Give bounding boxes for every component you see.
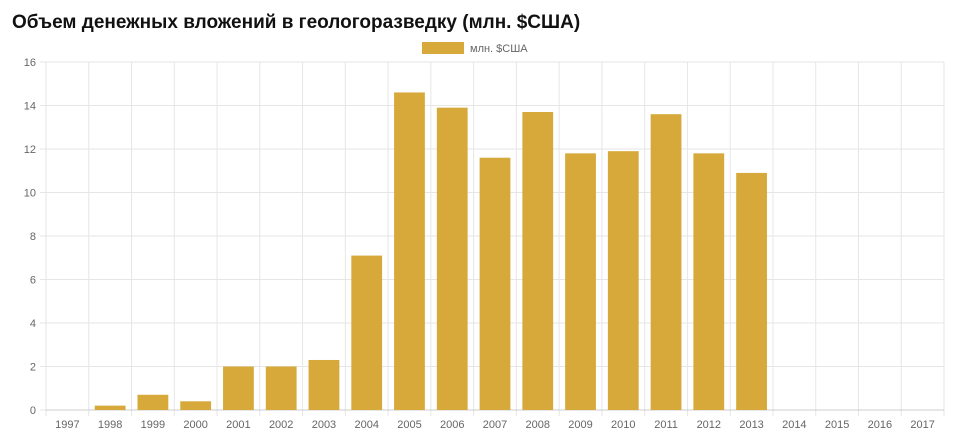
bar-2004 [351, 255, 383, 410]
x-tick-label: 2012 [697, 419, 721, 431]
bar-2005 [394, 92, 425, 410]
y-tick-label: 16 [24, 57, 36, 69]
bar-2002 [265, 366, 297, 410]
bar-1998 [94, 405, 126, 410]
legend-label: млн. $США [470, 43, 528, 55]
bar-2010 [607, 151, 639, 411]
x-tick-label: 1997 [55, 419, 79, 431]
bar-2007 [479, 157, 511, 410]
x-tick-label: 2013 [739, 419, 763, 431]
x-tick-label: 2004 [354, 419, 378, 431]
x-tick-label: 2008 [526, 419, 550, 431]
x-tick-label: 2015 [825, 419, 849, 431]
y-tick-label: 8 [30, 231, 36, 243]
y-axis: 0 2 4 6 8 10 12 14 16 [24, 57, 36, 417]
x-tick-label: 1998 [98, 419, 122, 431]
bar-2013 [736, 172, 767, 410]
y-tick-label: 12 [24, 144, 36, 156]
bar-2008 [522, 112, 554, 411]
bar-2000 [180, 401, 212, 410]
x-tick-label: 2010 [611, 419, 635, 431]
x-tick-label: 2006 [440, 419, 464, 431]
x-tick-label: 2007 [483, 419, 507, 431]
x-axis: 1997 1998 1999 2000 2001 2002 2003 2004 2005 2006… [55, 419, 935, 431]
y-tick-label: 0 [30, 405, 36, 417]
x-tick-label: 2011 [654, 419, 678, 431]
bar-2006 [436, 107, 468, 411]
y-tick-label: 10 [24, 188, 36, 200]
bar-2009 [565, 153, 596, 410]
legend: млн. $США [422, 42, 528, 55]
x-tick-label: 2002 [269, 419, 293, 431]
x-tick-label: 2000 [183, 419, 207, 431]
x-tick-label: 2009 [568, 419, 592, 431]
y-tick-label: 2 [30, 362, 36, 374]
y-tick-label: 6 [30, 275, 36, 287]
x-tick-label: 2001 [226, 419, 250, 431]
x-tick-label: 2017 [910, 419, 934, 431]
x-tick-label: 2003 [312, 419, 336, 431]
x-tick-label: 2005 [397, 419, 421, 431]
bar-2011 [650, 114, 682, 410]
y-tick-label: 4 [30, 318, 36, 330]
bar-1999 [137, 394, 169, 410]
bar-2003 [308, 359, 340, 410]
x-tick-label: 2016 [868, 419, 892, 431]
y-tick-label: 14 [24, 101, 36, 113]
bar-2001 [223, 366, 254, 410]
x-tick-label: 2014 [782, 419, 806, 431]
bars [94, 92, 767, 411]
x-tick-label: 1999 [141, 419, 165, 431]
chart-title: Объем денежных вложений в геологоразведк… [12, 12, 581, 33]
bar-2012 [693, 153, 725, 410]
legend-swatch [422, 42, 464, 54]
